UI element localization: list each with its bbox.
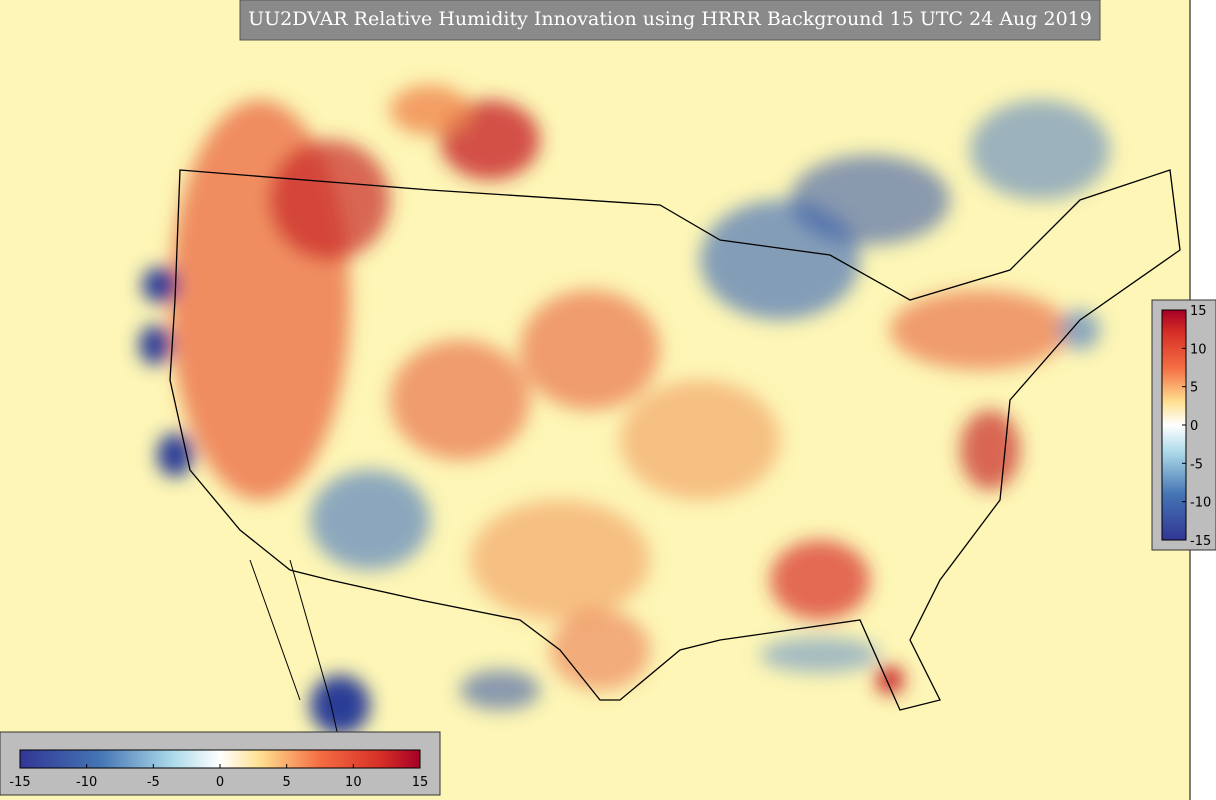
- colorbar-tick-label: 10: [1190, 342, 1207, 357]
- colorbar-tick-label: 5: [283, 775, 291, 790]
- colorbar-tick-label: 5: [1190, 381, 1198, 396]
- colorbar-tick-label: -10: [76, 775, 97, 790]
- horizontal-colorbar: -15 -10 -5 0 5 10 15: [0, 731, 441, 796]
- coastline: [169, 169, 1181, 711]
- map-title: UU2DVAR Relative Humidity Innovation usi…: [248, 8, 1092, 30]
- colorbar-tick-label: 0: [216, 775, 224, 790]
- title-box: [239, 0, 1101, 41]
- colorbar-tick-label: 10: [345, 775, 362, 790]
- colorbar-tick-label: -5: [1190, 457, 1203, 472]
- colorbar-tick-label: 0: [1190, 419, 1198, 434]
- colorbar-tick-label: -15: [1190, 534, 1211, 549]
- colorbar-tick-label: -5: [147, 775, 160, 790]
- colorbar-tick-label: 15: [412, 775, 429, 790]
- humidity-field: [139, 85, 1110, 735]
- colorbar-tick-label: 15: [1190, 304, 1207, 319]
- colorbar-tick-label: -10: [1190, 496, 1211, 511]
- colorbar-tick-label: -15: [9, 775, 30, 790]
- vertical-colorbar: -15 -10 -5 0 5 10 15: [1151, 299, 1216, 551]
